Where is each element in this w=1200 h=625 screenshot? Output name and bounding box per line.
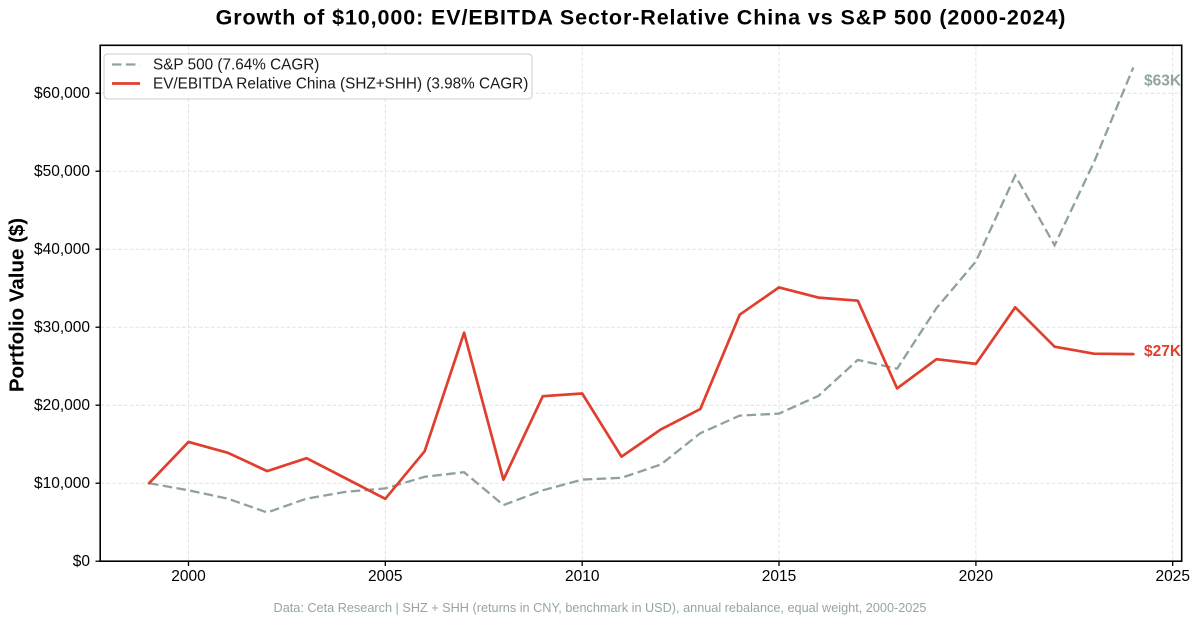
svg-text:$60,000: $60,000 [34, 85, 90, 102]
svg-text:$50,000: $50,000 [34, 163, 90, 180]
svg-text:Portfolio Value ($): Portfolio Value ($) [6, 218, 29, 392]
svg-text:$10,000: $10,000 [34, 475, 90, 492]
svg-text:2005: 2005 [368, 568, 402, 585]
svg-text:2020: 2020 [959, 568, 994, 585]
svg-text:2025: 2025 [1155, 568, 1189, 585]
svg-text:$20,000: $20,000 [34, 397, 90, 414]
svg-text:2000: 2000 [171, 568, 206, 585]
svg-text:Growth of $10,000: EV/EBITDA S: Growth of $10,000: EV/EBITDA Sector-Rela… [216, 6, 1067, 30]
svg-text:$40,000: $40,000 [34, 241, 90, 258]
svg-text:$63K: $63K [1144, 73, 1182, 90]
svg-text:$30,000: $30,000 [34, 319, 90, 336]
svg-text:$0: $0 [73, 553, 91, 570]
svg-text:S&P 500 (7.64% CAGR): S&P 500 (7.64% CAGR) [153, 57, 319, 74]
svg-text:2010: 2010 [565, 568, 600, 585]
svg-text:Data: Ceta Research | SHZ + SH: Data: Ceta Research | SHZ + SHH (returns… [274, 601, 927, 615]
svg-text:2015: 2015 [762, 568, 796, 585]
svg-text:EV/EBITDA Relative China (SHZ+: EV/EBITDA Relative China (SHZ+SHH) (3.98… [153, 76, 528, 93]
svg-text:$27K: $27K [1144, 343, 1182, 360]
